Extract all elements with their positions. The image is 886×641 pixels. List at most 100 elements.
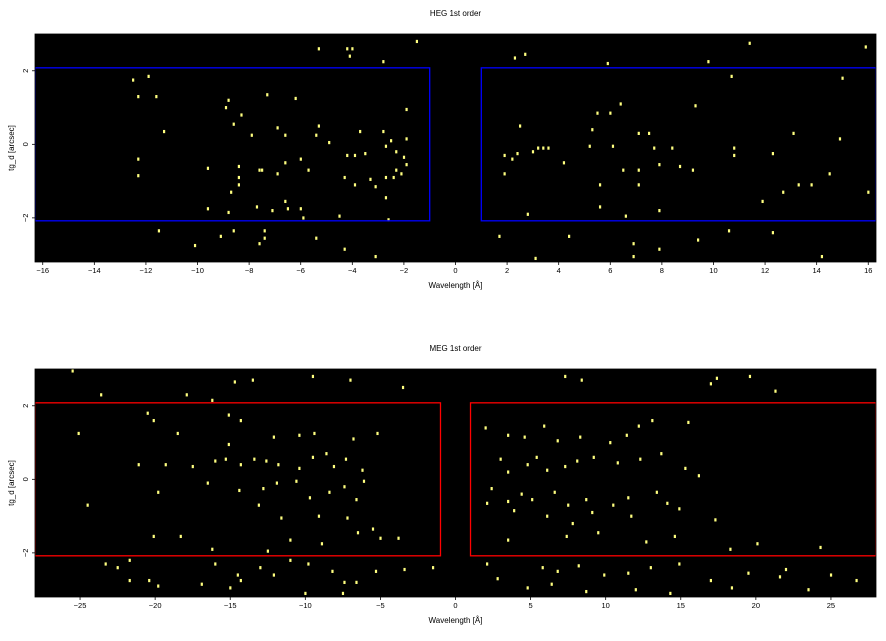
x-tick-label: 0 bbox=[453, 601, 457, 610]
event-point bbox=[625, 433, 628, 437]
event-point bbox=[206, 207, 210, 211]
event-point bbox=[669, 591, 672, 596]
event-point bbox=[257, 503, 260, 507]
event-point bbox=[556, 569, 559, 573]
event-point bbox=[137, 95, 140, 99]
event-point bbox=[343, 580, 346, 584]
event-point bbox=[280, 516, 283, 520]
event-point bbox=[346, 516, 349, 520]
event-point bbox=[239, 578, 242, 583]
event-point bbox=[128, 558, 131, 562]
event-point bbox=[511, 157, 514, 161]
event-point bbox=[660, 452, 663, 456]
event-point bbox=[565, 534, 568, 539]
event-point bbox=[211, 398, 214, 402]
event-point bbox=[343, 485, 346, 489]
event-point bbox=[238, 488, 241, 493]
event-point bbox=[771, 152, 775, 156]
event-point bbox=[211, 547, 214, 551]
event-point bbox=[315, 236, 318, 240]
event-point bbox=[325, 452, 328, 456]
event-point bbox=[384, 196, 388, 200]
event-point bbox=[402, 155, 406, 159]
event-point bbox=[671, 146, 674, 150]
event-point bbox=[730, 586, 734, 590]
event-point bbox=[359, 129, 362, 134]
y-tick-label: −2 bbox=[21, 214, 30, 223]
event-point bbox=[311, 455, 315, 459]
event-point bbox=[157, 490, 160, 494]
x-tick-label: 10 bbox=[602, 601, 610, 610]
event-point bbox=[146, 411, 149, 415]
event-point bbox=[585, 498, 588, 502]
event-point bbox=[307, 562, 310, 566]
event-point bbox=[237, 164, 241, 169]
event-point bbox=[531, 150, 535, 154]
event-point bbox=[503, 172, 506, 176]
x-axis-label: Wavelength [Å] bbox=[429, 281, 483, 290]
event-point bbox=[237, 183, 241, 187]
event-point bbox=[415, 39, 419, 44]
event-point bbox=[678, 164, 682, 169]
event-point bbox=[265, 459, 268, 463]
event-point bbox=[516, 152, 519, 156]
event-point bbox=[253, 457, 256, 461]
event-point bbox=[227, 210, 230, 215]
event-point bbox=[678, 507, 681, 511]
event-point bbox=[284, 133, 287, 137]
event-point bbox=[537, 146, 540, 150]
event-point bbox=[232, 229, 235, 233]
x-tick-label: 2 bbox=[505, 266, 509, 275]
y-axis-label: tg_d [arcsec] bbox=[7, 125, 16, 171]
event-point bbox=[499, 457, 502, 461]
event-point bbox=[155, 95, 158, 99]
event-point bbox=[534, 256, 537, 261]
event-point bbox=[295, 479, 298, 483]
event-point bbox=[403, 567, 406, 572]
event-point bbox=[356, 531, 360, 535]
event-point bbox=[637, 183, 640, 187]
event-point bbox=[637, 131, 640, 135]
event-point bbox=[431, 566, 435, 570]
event-point bbox=[622, 168, 625, 172]
event-point bbox=[271, 209, 274, 213]
event-point bbox=[355, 580, 358, 584]
event-point bbox=[556, 439, 559, 443]
event-point bbox=[580, 378, 583, 382]
y-axis-label: tg_d [arcsec] bbox=[7, 460, 16, 506]
x-tick-label: 8 bbox=[660, 266, 664, 275]
event-point bbox=[206, 481, 209, 485]
event-point bbox=[214, 459, 217, 463]
event-point bbox=[810, 183, 813, 187]
event-point bbox=[730, 74, 733, 78]
event-point bbox=[535, 455, 538, 459]
event-point bbox=[761, 199, 764, 204]
event-point bbox=[637, 424, 640, 428]
event-point bbox=[709, 382, 713, 386]
x-tick-label: −12 bbox=[140, 266, 153, 275]
event-point bbox=[609, 111, 612, 115]
event-point bbox=[727, 229, 731, 233]
event-point bbox=[616, 461, 619, 465]
event-point bbox=[251, 378, 254, 382]
extraction-region-2 bbox=[469, 402, 876, 557]
event-point bbox=[598, 205, 602, 209]
event-point bbox=[379, 536, 382, 540]
event-point bbox=[596, 111, 599, 115]
event-point bbox=[855, 578, 858, 583]
event-point bbox=[395, 168, 398, 172]
event-point bbox=[395, 150, 398, 154]
event-point bbox=[562, 161, 566, 165]
event-point bbox=[405, 107, 408, 112]
event-point bbox=[313, 431, 316, 436]
event-point bbox=[298, 466, 301, 470]
event-point bbox=[630, 514, 633, 518]
event-point bbox=[236, 573, 239, 577]
event-point bbox=[484, 426, 487, 430]
event-point bbox=[299, 157, 302, 161]
event-point bbox=[524, 52, 527, 56]
event-point bbox=[606, 61, 609, 66]
event-point bbox=[376, 431, 379, 436]
event-point bbox=[778, 575, 782, 579]
event-point bbox=[299, 207, 302, 211]
